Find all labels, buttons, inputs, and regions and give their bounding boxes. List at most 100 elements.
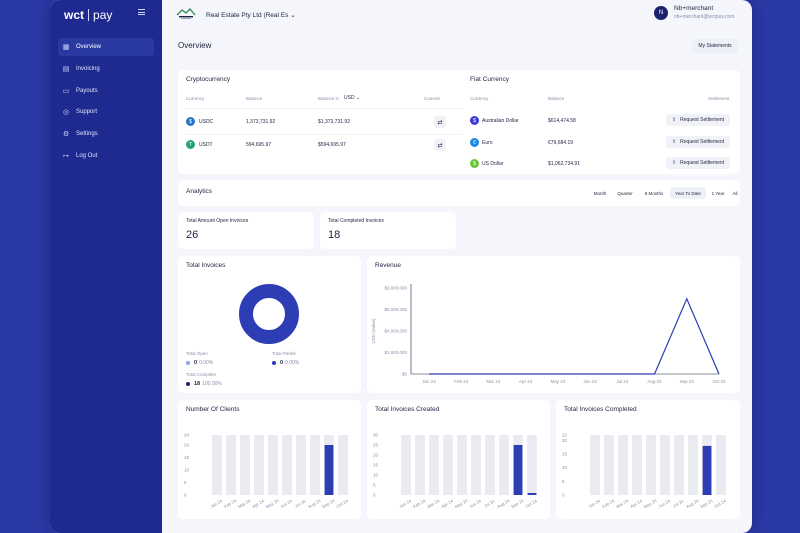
crypto-balance: 1,373,731.92 <box>246 119 276 125</box>
legend-count: 18 <box>194 381 201 387</box>
convert-button[interactable]: ⇄ <box>434 139 446 151</box>
revenue-line-chart: $8,000,000 $6,000,000 $4,000,000 $2,000,000… <box>371 284 726 384</box>
x-tick-label: May 24 <box>454 498 469 510</box>
crypto-header-balance: Balance <box>246 96 263 101</box>
user-email: nb+merchant@wctpay.com <box>674 14 735 20</box>
convert-button[interactable]: ⇄ <box>434 116 446 128</box>
request-settlement-button[interactable]: ⇪ Request Settlement <box>666 114 730 126</box>
fiat-balance: $1,062,734.91 <box>548 161 580 167</box>
request-settlement-button[interactable]: ⇪ Request Settlement <box>666 157 730 169</box>
topbar: Real Estate Pty Ltd (Real Es ⌄ N Nb+merc… <box>162 0 752 30</box>
clients-bar-chart: 24 20 15 10 5 0 Jan 24 Feb 24 Mar 24 Apr 24 May 24… <box>184 433 350 510</box>
bar <box>527 493 537 495</box>
crypto-title: Cryptocurrency <box>186 76 231 83</box>
x-tick-label: Sep 24 <box>680 379 695 384</box>
x-tick-label: Oct 24 <box>714 498 728 509</box>
x-tick-label: Oct 24 <box>336 498 350 509</box>
sidebar-item-settings[interactable]: ⚙ Settings <box>58 125 154 143</box>
wallet-icon: ▭ <box>62 87 70 95</box>
sidebar-item-overview[interactable]: ▦ Overview <box>58 38 154 56</box>
currency-select[interactable]: USD ⌄ <box>344 95 360 101</box>
y-tick-label: 0 <box>184 493 187 498</box>
bar-background <box>296 435 306 495</box>
y-tick-label: 10 <box>184 468 190 473</box>
bar-background <box>499 435 509 495</box>
y-tick-label: 15 <box>184 455 190 460</box>
page-title: Overview <box>178 41 212 50</box>
stat-label: Total Amount Open Invoices <box>186 218 249 224</box>
range-year-to-date[interactable]: Year To Date <box>670 187 706 199</box>
x-tick-label: Feb 24 <box>454 379 469 384</box>
legend-count: 0 <box>280 360 284 366</box>
crypto-currency: USDT <box>199 142 213 148</box>
x-tick-label: Feb 24 <box>412 498 427 509</box>
sidebar-item-payouts[interactable]: ▭ Payouts <box>58 82 154 100</box>
sidebar-item-support[interactable]: ◎ Support <box>58 103 154 121</box>
donut-slice <box>239 284 299 344</box>
sidebar-item-logout[interactable]: ↦ Log Out <box>58 147 154 165</box>
usdc-coin-icon: $ <box>186 117 195 126</box>
range-all[interactable]: All <box>732 190 738 196</box>
bar-background <box>282 435 292 495</box>
y-tick-label: 5 <box>562 479 565 484</box>
x-tick-label: Jan 24 <box>398 498 412 509</box>
crypto-balance-usd: $594,695.97 <box>318 142 346 148</box>
range-quarter[interactable]: Quarter <box>617 190 633 196</box>
x-tick-label: Mar 24 <box>486 379 501 384</box>
usd-currency-icon: $ <box>470 159 479 168</box>
request-settlement-label: Request Settlement <box>680 139 725 145</box>
my-statements-button[interactable]: My Statements <box>692 39 738 53</box>
legend-dot <box>186 361 190 365</box>
crypto-balance-usd: $1,373,731.92 <box>318 119 350 125</box>
swap-icon: ⇄ <box>437 119 443 126</box>
company-selector[interactable]: Real Estate Pty Ltd (Real Es ⌄ <box>206 11 296 19</box>
stat-value: 26 <box>186 229 199 241</box>
y-tick-label: 0 <box>373 493 376 498</box>
x-tick-label: May 24 <box>643 498 658 510</box>
x-tick-label: Jan 24 <box>209 498 223 509</box>
y-tick-label: 20 <box>184 443 190 448</box>
crypto-header-balance-in: Balance in <box>318 96 340 101</box>
y-tick-label: 10 <box>373 473 379 478</box>
y-tick-label: $4,000,000 <box>384 329 407 334</box>
range-6-months[interactable]: 6 Months <box>644 190 664 196</box>
x-tick-label: Aug 24 <box>685 498 700 509</box>
x-tick-label: Oct 24 <box>525 498 539 509</box>
x-tick-label: Apr 24 <box>252 498 266 509</box>
x-tick-label: May 24 <box>551 379 566 384</box>
y-tick-label: 15 <box>373 463 379 468</box>
y-tick-label: 24 <box>184 433 190 438</box>
bar-background <box>415 435 425 495</box>
user-menu[interactable]: N Nb+merchant nb+merchant@wctpay.com <box>654 5 734 20</box>
y-tick-label: 20 <box>562 438 568 443</box>
fiat-card: Fiat Currency Currency Balance Settlemen… <box>462 70 740 174</box>
legend-pct: 0.00% <box>285 360 300 366</box>
avatar: N <box>654 6 668 20</box>
bar-background <box>226 435 236 495</box>
y-tick-label: 10 <box>562 465 568 470</box>
legend-pct: 100.00% <box>202 381 222 387</box>
crypto-header-convert: Convert <box>424 96 440 101</box>
x-tick-label: Oct 24 <box>712 379 726 384</box>
revenue-card: Revenue $8,000,000 $6,000,000 $4,000,000 $2… <box>367 256 740 393</box>
sidebar-item-label: Settings <box>76 131 98 138</box>
menu-toggle-icon[interactable] <box>138 9 145 15</box>
chevron-down-icon: ⌄ <box>290 12 296 19</box>
x-tick-label: Apr 24 <box>630 498 644 509</box>
request-settlement-button[interactable]: ⇪ Request Settlement <box>666 136 730 148</box>
request-settlement-label: Request Settlement <box>680 117 725 123</box>
total-invoices-donut-chart <box>239 284 299 344</box>
y-tick-label: 30 <box>373 433 379 438</box>
bar-background <box>716 435 726 495</box>
analytics-title: Analytics <box>186 188 213 195</box>
fiat-balance: €79,684.19 <box>548 140 574 146</box>
analytics-header: Analytics Month Quarter 6 Months Year To… <box>178 180 740 206</box>
bar-background <box>604 435 614 495</box>
range-month[interactable]: Month <box>593 190 607 196</box>
range-1-year[interactable]: 1 Year <box>711 190 725 196</box>
bar-background <box>688 435 698 495</box>
bar-background <box>457 435 467 495</box>
y-tick-label: $2,000,000 <box>384 350 407 355</box>
sidebar-item-invoicing[interactable]: ▤ Invoicing <box>58 60 154 78</box>
brand-logo[interactable]: wct pay <box>64 8 112 22</box>
